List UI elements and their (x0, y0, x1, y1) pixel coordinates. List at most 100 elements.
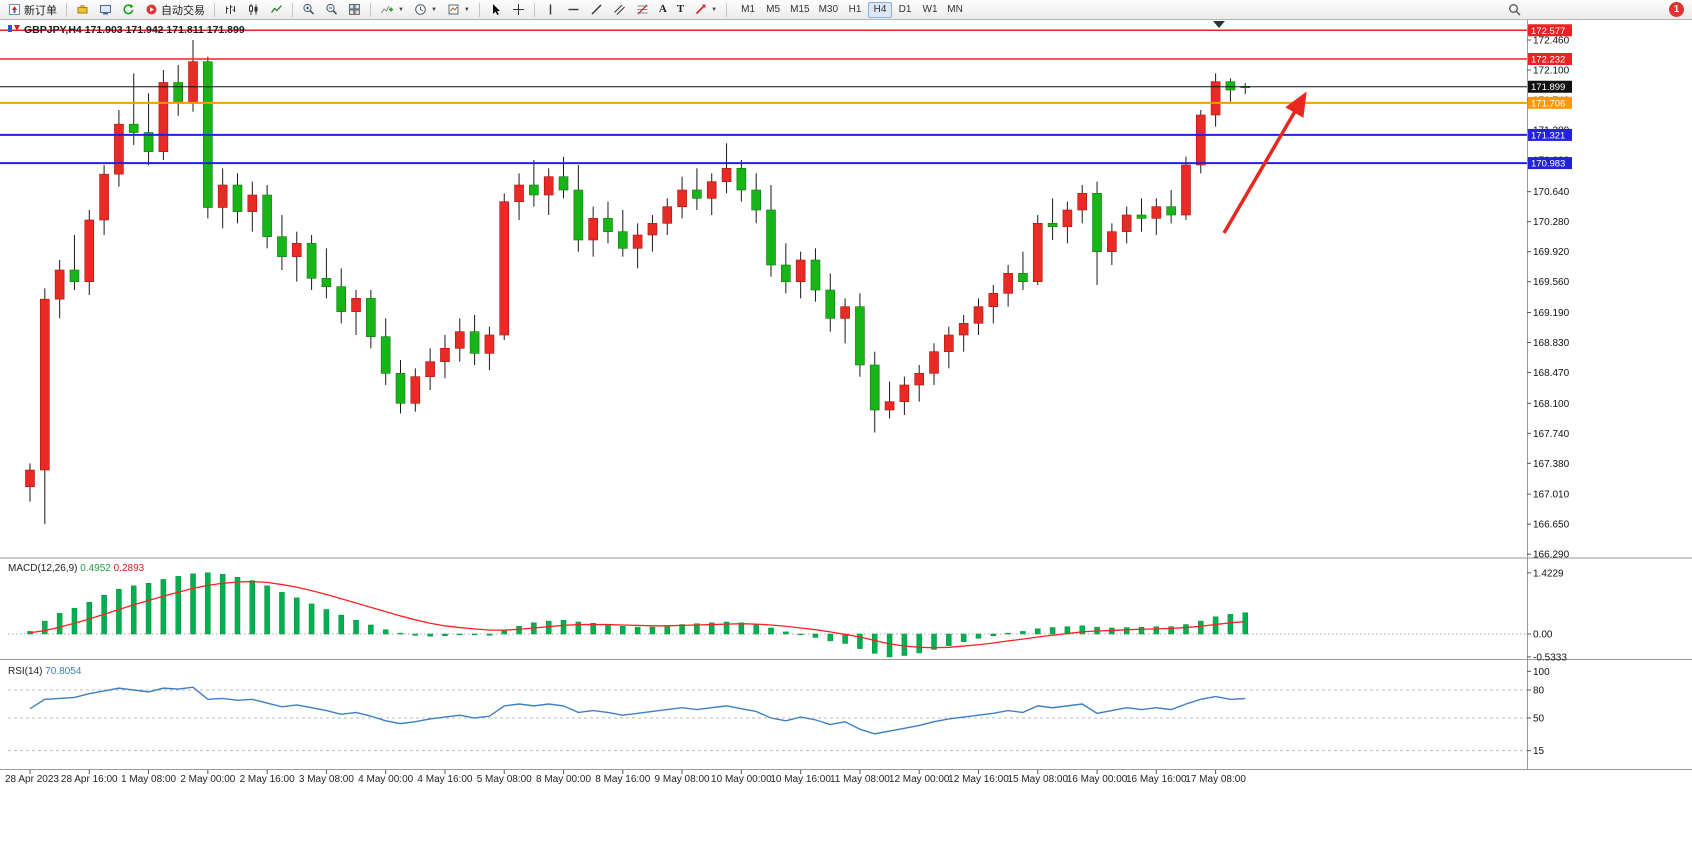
macd-histogram-bar (145, 583, 152, 635)
candle-body (1225, 81, 1236, 91)
macd-histogram-bar (249, 580, 256, 635)
indicators-icon (381, 5, 393, 14)
fibonacci-icon (637, 4, 648, 15)
macd-histogram-bar (842, 633, 848, 644)
time-axis-label: 5 May 08:00 (477, 774, 532, 785)
macd-histogram-bar (442, 633, 448, 636)
price-axis-label: 169.920 (1533, 247, 1570, 258)
price-axis-label: 166.290 (1533, 550, 1570, 561)
macd-histogram-bar (294, 597, 300, 635)
refresh-button[interactable] (118, 1, 139, 18)
trendline-button[interactable] (586, 1, 607, 18)
price-levels: 172.577 172.232 171.899 171.706 171.321 170.9… (0, 24, 1572, 170)
candle-body (25, 469, 35, 487)
candle-body (1151, 206, 1162, 219)
macd-histogram-bar (738, 622, 745, 635)
macd-histogram-bar (975, 633, 982, 639)
cursor-icon (492, 4, 500, 15)
macd-histogram-bar (501, 630, 507, 635)
candle-body (217, 184, 228, 208)
macd-histogram-bar (338, 614, 344, 635)
trend-arrow-annotation[interactable] (1222, 91, 1307, 234)
templates-button[interactable]: ▼ (443, 1, 474, 18)
time-axis-label: 4 May 16:00 (417, 774, 472, 785)
chart-window-button[interactable] (95, 1, 116, 18)
macd-histogram-bar (234, 576, 241, 635)
chevron-down-icon: ▼ (430, 6, 437, 13)
timeframe-button-w1[interactable]: W1 (918, 2, 942, 18)
zoom-in-icon (303, 3, 315, 15)
channel-button[interactable] (609, 1, 630, 18)
time-axis-label: 3 May 08:00 (299, 774, 354, 785)
macd-histogram-bar (634, 626, 641, 635)
chart-shift-marker[interactable] (1213, 21, 1225, 28)
macd-title: MACD(12,26,9) 0.4952 0.2893 (8, 563, 145, 574)
time-axis-label: 11 May 08:00 (830, 774, 890, 785)
separator (214, 2, 215, 17)
crosshair-button[interactable] (508, 1, 529, 18)
timeframe-button-h1[interactable]: H1 (843, 2, 867, 18)
line-chart-button[interactable] (266, 1, 287, 18)
candle-body (914, 373, 925, 386)
macd-histogram-bar (545, 620, 552, 635)
vertical-line-button[interactable] (540, 1, 561, 18)
toolbox-button[interactable] (72, 1, 93, 18)
candle-body (1107, 231, 1117, 252)
candle-body (410, 376, 421, 404)
macd-histogram-bar (175, 576, 181, 635)
candle-body (1210, 81, 1221, 116)
candle-body (1077, 193, 1088, 211)
timeframe-button-m1[interactable]: M1 (736, 2, 760, 18)
macd-histogram-bar (694, 623, 700, 635)
price-level-badge-label: 170.983 (1531, 159, 1565, 170)
macd-histogram-bar (649, 626, 656, 635)
arrow-tool-icon (696, 4, 706, 15)
candle-body (677, 189, 687, 207)
candle-body (351, 298, 361, 312)
candle-body (973, 306, 984, 324)
tile-windows-button[interactable] (344, 1, 365, 18)
timeframe-button-m15[interactable]: M15 (786, 2, 813, 18)
fibonacci-button[interactable] (632, 1, 653, 18)
macd-histogram-bar (205, 572, 211, 635)
macd-histogram-bar (279, 592, 285, 635)
arrows-tool-button[interactable]: ▼ (690, 1, 721, 18)
macd-histogram-bar (56, 613, 63, 635)
text-tool-button[interactable]: A (655, 1, 671, 18)
candle-body (1092, 193, 1102, 252)
timeframe-button-h4[interactable]: H4 (868, 1, 893, 18)
search-button[interactable] (1504, 1, 1525, 18)
bar-chart-icon (226, 5, 235, 14)
macd-histogram-bar (1212, 616, 1219, 635)
macd-histogram-bar (471, 633, 478, 636)
macd-histogram-bar (857, 633, 863, 649)
macd-histogram-bar (990, 633, 997, 636)
main-toolbar: 新订单 自动交易 (0, 0, 1692, 20)
zoom-out-button[interactable] (321, 1, 342, 18)
autotrading-button[interactable]: 自动交易 (141, 1, 209, 18)
price-axis-label: 170.280 (1533, 217, 1570, 228)
bar-chart-button[interactable] (220, 1, 241, 18)
timeframe-button-mn[interactable]: MN (943, 2, 967, 18)
macd-histogram-bar (42, 620, 48, 635)
label-tool-button[interactable]: T (673, 1, 688, 18)
new-order-label: 新订单 (24, 4, 57, 17)
candle-body (751, 189, 761, 211)
candle-body (1195, 114, 1206, 166)
new-order-button[interactable]: 新订单 (4, 1, 61, 18)
macd-histogram-bar (190, 573, 196, 635)
price-axis-label: 172.100 (1533, 65, 1570, 76)
timeframe-button-d1[interactable]: D1 (893, 2, 917, 18)
candlestick-chart-button[interactable] (243, 1, 264, 18)
timeframe-button-m30[interactable]: M30 (815, 2, 842, 18)
macd-histogram-bar (1049, 627, 1056, 635)
periods-button[interactable]: ▼ (410, 1, 441, 18)
horizontal-line-button[interactable] (563, 1, 584, 18)
indicators-button[interactable]: ▼ (376, 1, 408, 18)
cursor-button[interactable] (485, 1, 506, 18)
zoom-in-button[interactable] (298, 1, 319, 18)
timeframe-button-m5[interactable]: M5 (761, 2, 785, 18)
notification-badge[interactable]: 1 (1669, 2, 1684, 17)
separator (533, 2, 535, 17)
